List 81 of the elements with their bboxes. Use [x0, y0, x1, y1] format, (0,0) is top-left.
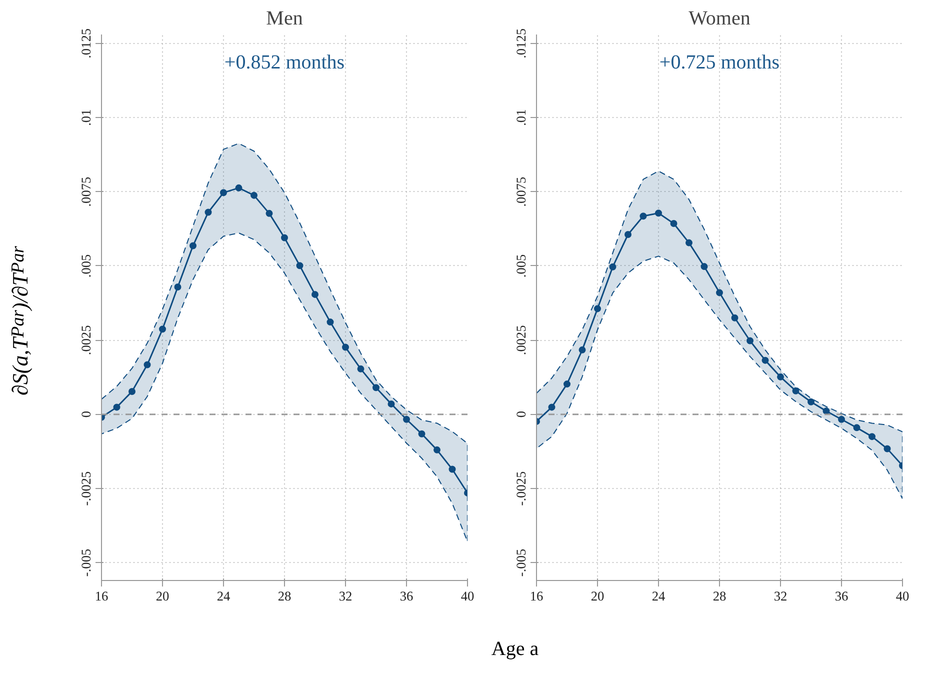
- x-tick-label: 28: [712, 588, 726, 604]
- point: [548, 404, 556, 411]
- point: [700, 263, 708, 270]
- point: [808, 398, 814, 406]
- y-tick-label: .0025: [78, 324, 94, 356]
- point: [564, 380, 570, 388]
- y-tick-label: .005: [78, 254, 94, 278]
- x-tick-label: 40: [460, 588, 474, 604]
- y-tick-label: .0125: [514, 28, 528, 58]
- point: [128, 388, 136, 395]
- x-tick-label: 24: [652, 588, 666, 604]
- annotation: +0.725 months: [659, 51, 780, 74]
- point: [418, 430, 426, 438]
- y-tick-label: -.005: [78, 548, 94, 577]
- point: [716, 289, 723, 296]
- x-tick-label: 20: [590, 588, 604, 604]
- x-tick-label: 40: [896, 588, 910, 604]
- point: [884, 445, 891, 452]
- point: [655, 210, 662, 217]
- point: [296, 262, 304, 270]
- point: [312, 290, 318, 298]
- x-tick-label: 20: [156, 588, 170, 604]
- point: [838, 416, 845, 423]
- y-tick-label: -.0025: [514, 470, 528, 506]
- x-tick-label: 36: [400, 588, 414, 604]
- point: [594, 305, 601, 312]
- point: [448, 466, 456, 473]
- annotation: +0.852 months: [224, 51, 345, 74]
- x-tick-label: 24: [216, 588, 230, 604]
- point: [174, 284, 182, 291]
- point: [868, 433, 876, 440]
- x-tick-label: 16: [530, 588, 544, 604]
- y-tick-label: .01: [78, 109, 94, 126]
- point: [609, 263, 616, 270]
- point: [190, 242, 196, 250]
- point: [144, 361, 151, 368]
- point: [624, 231, 632, 238]
- point: [746, 337, 754, 344]
- point: [266, 210, 273, 217]
- point: [388, 400, 395, 408]
- y-tick-label: -.0025: [78, 470, 94, 506]
- y-tick-label: -.005: [514, 548, 528, 577]
- point: [342, 344, 349, 351]
- point: [235, 184, 242, 192]
- x-tick-label: 32: [338, 588, 352, 604]
- point: [204, 208, 212, 216]
- y-tick-label: .005: [514, 254, 528, 278]
- y-tick-label: 0: [78, 410, 94, 418]
- x-tick-label: 32: [774, 588, 788, 604]
- point: [326, 318, 334, 326]
- point: [686, 239, 692, 246]
- y-tick-label: .0075: [78, 176, 94, 207]
- x-axis-title: Age a: [491, 637, 539, 662]
- chart-title: Men: [266, 8, 303, 30]
- point: [578, 346, 586, 354]
- x-tick-label: 16: [94, 588, 108, 604]
- point: [250, 192, 258, 199]
- y-tick-label: .0075: [514, 176, 528, 207]
- point: [372, 384, 380, 392]
- point: [159, 326, 166, 333]
- point: [640, 212, 647, 220]
- point: [762, 356, 769, 364]
- point: [853, 424, 860, 432]
- point: [792, 387, 800, 394]
- y-tick-label: .01: [514, 109, 528, 126]
- point: [357, 365, 364, 372]
- y-tick-label: .0025: [514, 324, 528, 356]
- y-tick-label: .0125: [78, 28, 94, 58]
- point: [777, 373, 784, 380]
- point: [281, 234, 288, 242]
- point: [403, 416, 410, 423]
- point: [670, 220, 678, 228]
- y-tick-label: 0: [514, 410, 528, 418]
- point: [822, 408, 830, 415]
- point: [220, 189, 227, 196]
- chart-title: Women: [688, 8, 750, 30]
- point: [113, 404, 120, 411]
- point: [434, 446, 440, 454]
- x-tick-label: 28: [278, 588, 292, 604]
- x-tick-label: 36: [834, 588, 848, 604]
- point: [731, 314, 738, 322]
